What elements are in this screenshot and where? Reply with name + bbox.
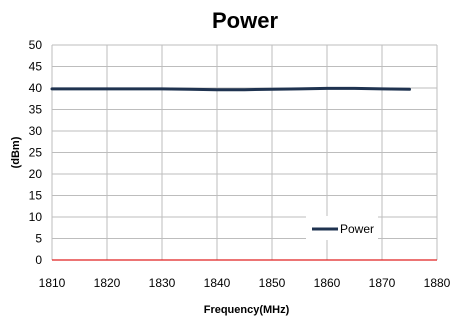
x-tick-label: 1880: [424, 276, 451, 290]
y-tick-label: 0: [35, 253, 42, 267]
y-tick-labels: 0 5 10 15 20 25 30 35 40 45 50: [29, 38, 43, 267]
x-tick-label: 1860: [314, 276, 341, 290]
y-tick-label: 50: [29, 38, 43, 52]
x-tick-label: 1820: [94, 276, 121, 290]
y-tick-label: 5: [35, 232, 42, 246]
y-tick-label: 40: [29, 81, 43, 95]
x-tick-label: 1810: [39, 276, 66, 290]
x-tick-label: 1850: [259, 276, 286, 290]
y-axis-label: (dBm): [10, 136, 22, 168]
series-layer: [50, 86, 411, 92]
y-tick-label: 35: [29, 103, 43, 117]
x-tick-label: 1840: [204, 276, 231, 290]
x-tick-label: 1870: [369, 276, 396, 290]
y-tick-label: 30: [29, 124, 43, 138]
chart-title: Power: [212, 8, 278, 33]
x-tick-labels: 1810 1820 1830 1840 1850 1860 1870 1880: [39, 276, 451, 290]
grid: [51, 44, 438, 261]
x-axis-label: Frequency(MHz): [204, 304, 290, 316]
series-line-power: [50, 86, 411, 92]
y-tick-label: 15: [29, 189, 43, 203]
y-tick-label: 20: [29, 167, 43, 181]
legend: Power: [306, 216, 378, 240]
y-tick-label: 45: [29, 60, 43, 74]
y-tick-label: 25: [29, 146, 43, 160]
y-tick-label: 10: [29, 210, 43, 224]
x-tick-label: 1830: [149, 276, 176, 290]
legend-label-power: Power: [340, 222, 374, 236]
